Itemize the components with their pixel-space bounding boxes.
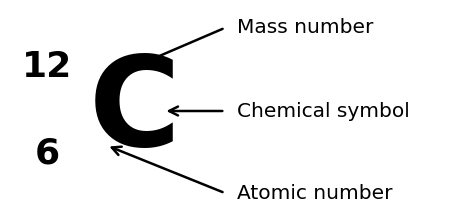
Text: C: C xyxy=(89,50,181,172)
Text: Atomic number: Atomic number xyxy=(237,184,392,203)
Text: 6: 6 xyxy=(35,136,60,170)
Text: 12: 12 xyxy=(22,50,73,84)
Text: Chemical symbol: Chemical symbol xyxy=(237,101,410,121)
Text: Mass number: Mass number xyxy=(237,18,374,37)
